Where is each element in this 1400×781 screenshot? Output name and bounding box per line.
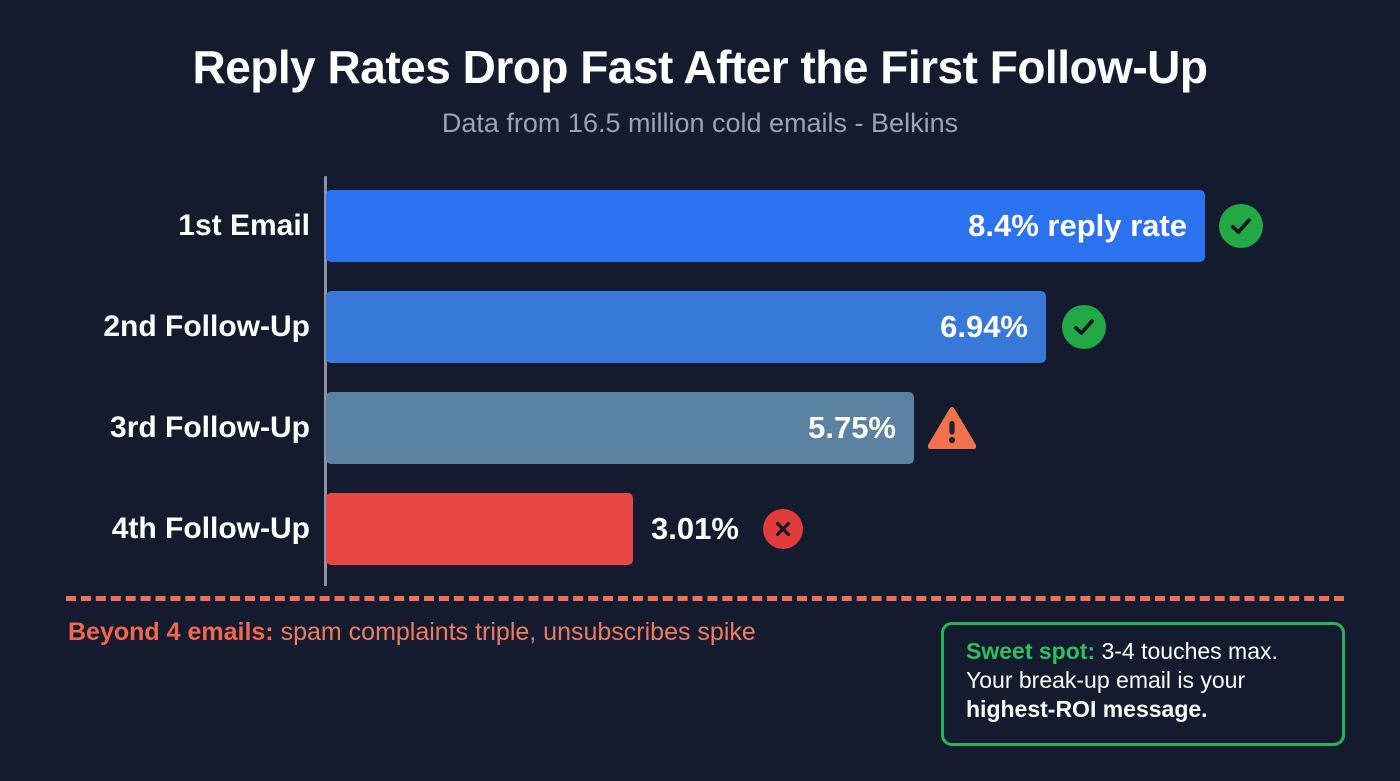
footer-note: Beyond 4 emails: spam complaints triple,…	[68, 618, 756, 647]
chart-axis-line	[324, 176, 327, 586]
sweet-spot-callout: Sweet spot: 3-4 touches max. Your break-…	[941, 622, 1345, 746]
bar-3rd-follow-up: 5.75%	[326, 392, 914, 464]
bar-chart: 1st Email 8.4% reply rate 2nd Follow-Up …	[0, 176, 1400, 588]
callout-lead: Sweet spot:	[966, 638, 1096, 664]
footer-note-rest: spam complaints triple, unsubscribes spi…	[273, 618, 756, 646]
category-label-2nd-follow-up: 2nd Follow-Up	[103, 310, 310, 343]
callout-line2: Your break-up email is your	[966, 667, 1246, 694]
callout-line1-rest: 3-4 touches max.	[1095, 638, 1278, 664]
warning-triangle-icon	[928, 406, 976, 450]
bar-value-4th-follow-up: 3.01%	[651, 511, 739, 546]
page-title: Reply Rates Drop Fast After the First Fo…	[192, 41, 1208, 93]
x-circle-icon	[763, 509, 803, 549]
chart-row: 2nd Follow-Up 6.94%	[0, 277, 1400, 377]
chart-row: 3rd Follow-Up 5.75%	[0, 378, 1400, 478]
bar-value-3rd-follow-up: 5.75%	[808, 410, 896, 445]
category-label-3rd-follow-up: 3rd Follow-Up	[110, 411, 310, 444]
page-subtitle: Data from 16.5 million cold emails - Bel…	[441, 108, 959, 138]
category-label-1st-email: 1st Email	[178, 209, 310, 242]
bar-2nd-follow-up: 6.94%	[326, 291, 1046, 363]
bar-value-1st-email: 8.4% reply rate	[968, 208, 1187, 243]
section-divider	[66, 596, 1344, 601]
status-1st-email	[1215, 190, 1267, 262]
chart-row: 1st Email 8.4% reply rate	[0, 176, 1400, 276]
status-3rd-follow-up	[926, 392, 978, 464]
status-2nd-follow-up	[1058, 291, 1110, 363]
status-4th-follow-up	[757, 493, 809, 565]
check-circle-icon	[1062, 305, 1106, 349]
callout-line3: highest-ROI message.	[966, 696, 1208, 723]
check-circle-icon	[1219, 204, 1263, 248]
bar-4th-follow-up	[326, 493, 633, 565]
footer-note-lead: Beyond 4 emails:	[68, 618, 274, 646]
bar-1st-email: 8.4% reply rate	[326, 190, 1205, 262]
chart-row: 4th Follow-Up 3.01%	[0, 479, 1400, 579]
bar-value-2nd-follow-up: 6.94%	[940, 309, 1028, 344]
category-label-4th-follow-up: 4th Follow-Up	[111, 512, 310, 545]
